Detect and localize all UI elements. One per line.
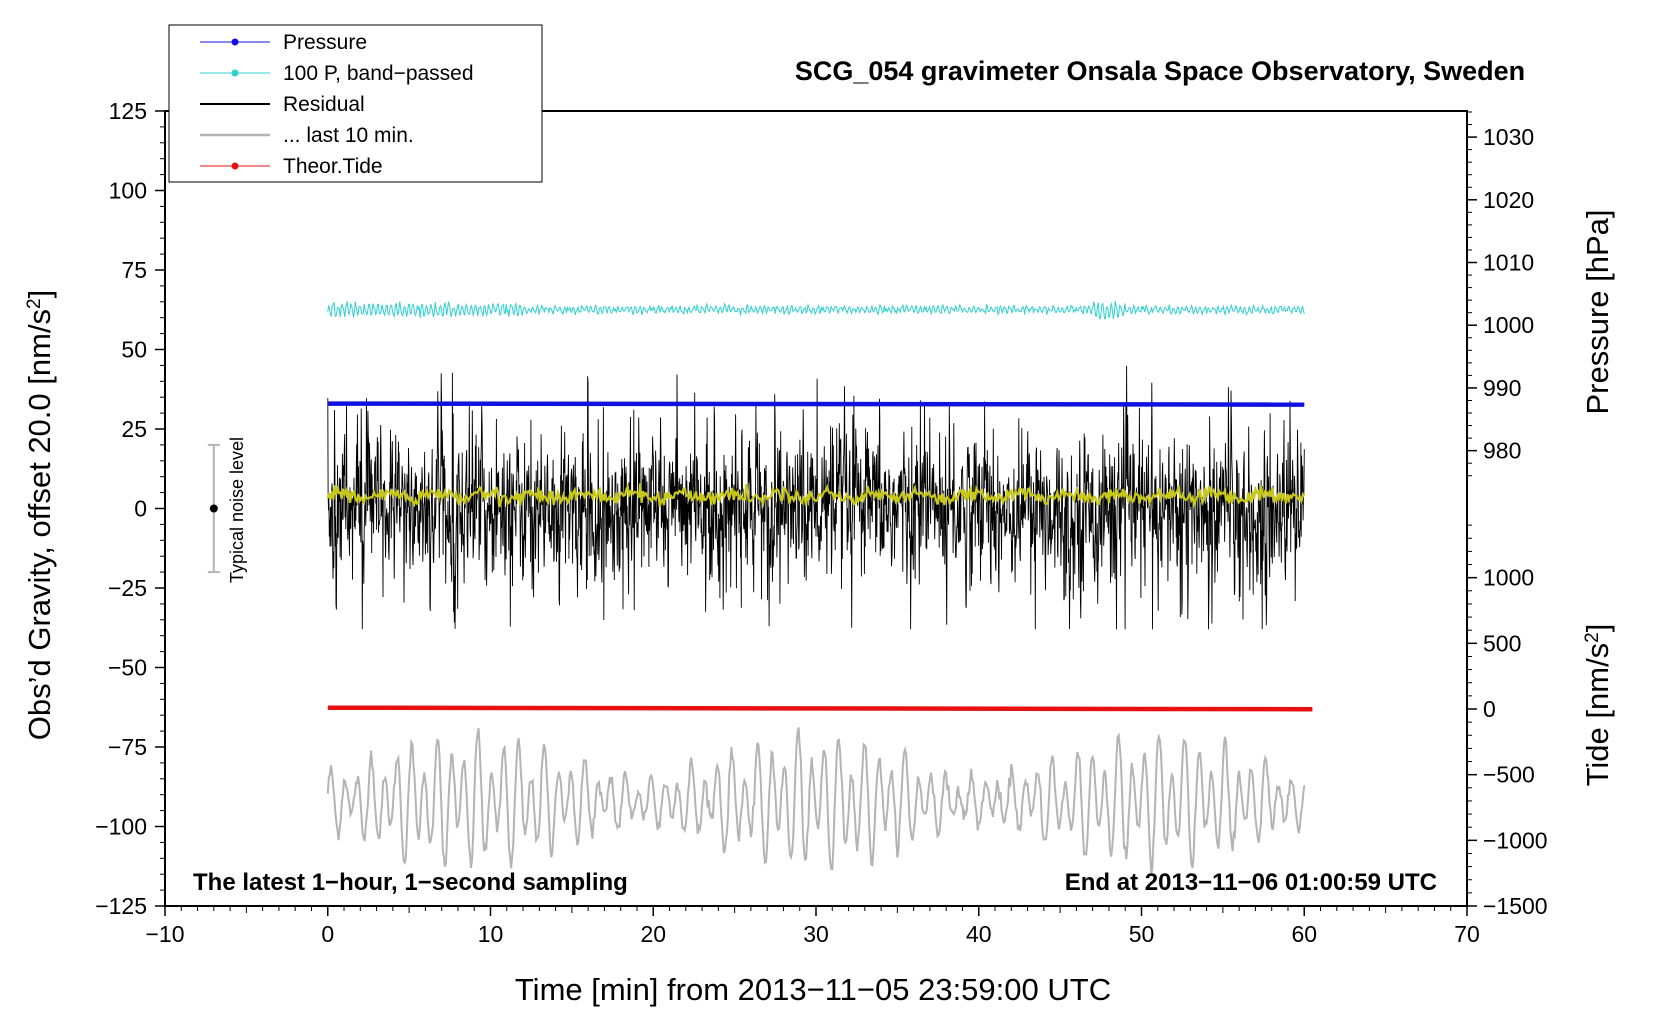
tide-tick-label: −500 bbox=[1483, 762, 1535, 788]
tide-axis-title: Tide [nm/s2] bbox=[1580, 624, 1615, 787]
legend-label: ... last 10 min. bbox=[283, 124, 414, 147]
y-tick-label: −25 bbox=[108, 575, 147, 601]
tide-axis-title-sup: 2 bbox=[1582, 632, 1603, 643]
series-band-passed-pressure bbox=[327, 300, 1305, 321]
pressure-tick-label: 1000 bbox=[1483, 312, 1534, 338]
series-theoretical-tide bbox=[327, 705, 1313, 712]
y-axis-title-left: Obs’d Gravity, offset 20.0 [nm/s2] bbox=[22, 290, 57, 741]
x-tick-label: −10 bbox=[145, 921, 184, 947]
noise-bar bbox=[207, 443, 220, 574]
series-residual bbox=[327, 365, 1305, 630]
x-axis-title: Time [min] from 2013−11−05 23:59:00 UTC bbox=[515, 972, 1111, 1007]
series-last-10-min bbox=[326, 727, 1306, 874]
y-tick-label: 100 bbox=[109, 178, 147, 204]
y-tick-label: 75 bbox=[121, 257, 147, 283]
series-pressure bbox=[327, 401, 1305, 407]
x-tick-label: 60 bbox=[1291, 921, 1317, 947]
y-tick-label: −50 bbox=[108, 655, 147, 681]
series-residual-smoothed bbox=[326, 482, 1306, 509]
axes-layer: −10 0 10 20 30 40 50 60 70−125−100−75−50−2502550… bbox=[95, 98, 1547, 947]
legend-marker bbox=[231, 162, 239, 170]
series-layer bbox=[326, 300, 1313, 874]
legend-label: Pressure bbox=[283, 31, 367, 54]
tide-tick-label: −1000 bbox=[1483, 827, 1548, 853]
legend-label: Theor.Tide bbox=[283, 155, 383, 178]
x-tick-label: 40 bbox=[966, 921, 992, 947]
legend-label: 100 P, band−passed bbox=[283, 62, 474, 85]
pressure-tick-label: 1020 bbox=[1483, 187, 1534, 213]
noise-level-label: Typical noise level bbox=[227, 437, 247, 583]
x-tick-label: 50 bbox=[1129, 921, 1155, 947]
pressure-tick-label: 990 bbox=[1483, 375, 1521, 401]
chart-title: SCG_054 gravimeter Onsala Space Observat… bbox=[795, 56, 1525, 86]
legend-marker bbox=[231, 38, 239, 46]
pressure-tick-label: 980 bbox=[1483, 438, 1521, 464]
tide-tick-label: 500 bbox=[1483, 630, 1521, 656]
legend-entries: Pressure 100 P, band−passed Residual ... la… bbox=[200, 31, 474, 178]
y-tick-label: 125 bbox=[109, 98, 147, 124]
pressure-tick-label: 1010 bbox=[1483, 250, 1534, 276]
y-tick-label: 50 bbox=[121, 337, 147, 363]
noise-level-marker: Typical noise level bbox=[207, 437, 247, 583]
x-tick-label: 30 bbox=[803, 921, 829, 947]
x-tick-label: 70 bbox=[1454, 921, 1480, 947]
x-tick-label: 20 bbox=[640, 921, 666, 947]
tide-tick-label: 0 bbox=[1483, 696, 1496, 722]
y-tick-label: −75 bbox=[108, 734, 147, 760]
legend-marker bbox=[231, 69, 239, 77]
tide-tick-label: 1000 bbox=[1483, 565, 1534, 591]
legend-label: Residual bbox=[283, 93, 365, 116]
pressure-axis-title: Pressure [hPa] bbox=[1580, 209, 1615, 414]
y-tick-label: 25 bbox=[121, 416, 147, 442]
annotation-bottom-left: The latest 1−hour, 1−second sampling bbox=[193, 869, 628, 896]
legend: Pressure 100 P, band−passed Residual ... la… bbox=[168, 24, 543, 183]
tide-tick-label: −1500 bbox=[1483, 893, 1548, 919]
x-tick-label: 0 bbox=[321, 921, 334, 947]
y-axis-title-sup: 2 bbox=[24, 298, 45, 309]
annotation-bottom-right: End at 2013−11−06 01:00:59 UTC bbox=[1065, 869, 1437, 896]
noise-bar-center-dot bbox=[209, 504, 218, 513]
y-tick-label: −100 bbox=[95, 814, 147, 840]
y-tick-label: −125 bbox=[95, 893, 147, 919]
y-tick-label: 0 bbox=[134, 496, 147, 522]
x-tick-label: 10 bbox=[478, 921, 504, 947]
pressure-tick-label: 1030 bbox=[1483, 124, 1534, 150]
